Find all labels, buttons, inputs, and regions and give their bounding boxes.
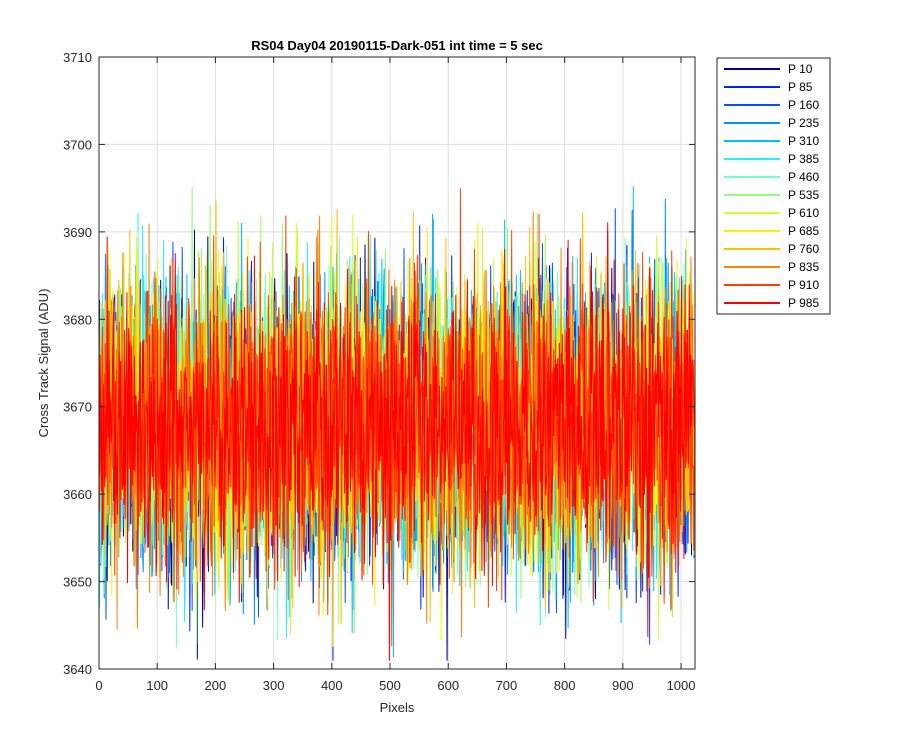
y-tick-label: 3710	[63, 50, 92, 65]
legend-entry: P 910	[788, 278, 819, 292]
legend-entry: P 685	[788, 224, 819, 238]
axis-ticks: 0 100 200 300 400 500 600 700 800 900 1000 3640 3650…	[63, 50, 695, 693]
x-tick-label: 300	[263, 678, 285, 693]
y-tick-label: 3640	[63, 662, 92, 677]
x-tick-label: 1000	[667, 678, 696, 693]
legend-entry: P 760	[788, 242, 819, 256]
y-tick-label: 3700	[63, 137, 92, 152]
series-line-p-985	[98, 222, 695, 661]
x-tick-label: 600	[437, 678, 459, 693]
series-group	[98, 186, 695, 661]
legend-entry: P 10	[788, 62, 813, 76]
plot-frame	[98, 56, 696, 670]
legend: P 10 P 85 P 160 P 235 P 310 P 385 P 460 P 535 P …	[716, 57, 831, 315]
y-tick-label: 3690	[63, 225, 92, 240]
legend-entry: P 460	[788, 170, 819, 184]
x-tick-label: 800	[554, 678, 576, 693]
legend-entry: P 385	[788, 152, 819, 166]
x-tick-label: 400	[321, 678, 343, 693]
chart-title: RS04 Day04 20190115-Dark-051 int time = …	[251, 38, 543, 53]
legend-entry: P 160	[788, 98, 819, 112]
y-tick-label: 3670	[63, 400, 92, 415]
legend-entry: P 85	[788, 80, 813, 94]
legend-entry: P 535	[788, 188, 819, 202]
legend-entry: P 610	[788, 206, 819, 220]
x-tick-label: 100	[146, 678, 168, 693]
y-axis-label: Cross Track Signal (ADU)	[36, 289, 51, 438]
y-tick-label: 3660	[63, 487, 92, 502]
y-tick-label: 3650	[63, 575, 92, 590]
legend-box	[716, 57, 831, 315]
legend-entry: P 235	[788, 116, 819, 130]
x-tick-label: 0	[95, 678, 102, 693]
x-tick-label: 200	[205, 678, 227, 693]
x-tick-label: 700	[496, 678, 518, 693]
legend-entry: P 310	[788, 134, 819, 148]
legend-entry: P 985	[788, 296, 819, 310]
x-axis-label: Pixels	[380, 700, 415, 715]
y-tick-label: 3680	[63, 312, 92, 327]
x-tick-label: 500	[379, 678, 401, 693]
legend-entry: P 835	[788, 260, 819, 274]
x-tick-label: 900	[612, 678, 634, 693]
